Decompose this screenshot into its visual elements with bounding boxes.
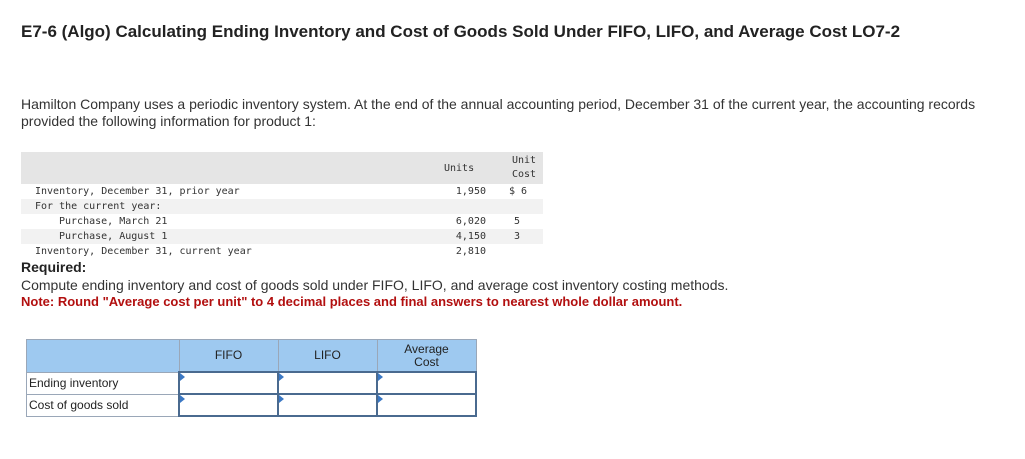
table-row: For the current year: bbox=[21, 199, 543, 214]
required-heading: Required: bbox=[21, 259, 87, 275]
row-units: 4,150 bbox=[455, 231, 486, 242]
required-instruction: Compute ending inventory and cost of goo… bbox=[21, 277, 729, 293]
fifo-cogs-field[interactable] bbox=[180, 395, 277, 415]
lifo-ending-inventory-input[interactable] bbox=[277, 371, 378, 395]
fifo-ending-inventory-field[interactable] bbox=[180, 373, 277, 393]
average-ending-inventory-input[interactable] bbox=[376, 371, 477, 395]
row-label: Inventory, December 31, prior year bbox=[35, 186, 240, 197]
inventory-data-table: Units Unit Cost Inventory, December 31, p… bbox=[21, 152, 543, 259]
row-label: Purchase, August 1 bbox=[59, 231, 168, 242]
row-cost: 5 bbox=[514, 216, 521, 227]
fifo-ending-inventory-input[interactable] bbox=[178, 371, 279, 395]
lifo-ending-inventory-field[interactable] bbox=[279, 373, 376, 393]
page-title: E7-6 (Algo) Calculating Ending Inventory… bbox=[21, 22, 901, 41]
fifo-cogs-input[interactable] bbox=[178, 393, 279, 417]
lifo-cogs-input[interactable] bbox=[277, 393, 378, 417]
lifo-cogs-field[interactable] bbox=[279, 395, 376, 415]
ending-inventory-label: Ending inventory bbox=[26, 371, 180, 395]
table-row: Inventory, December 31, prior year 1,950… bbox=[21, 184, 543, 199]
row-cost: $ 6 bbox=[509, 186, 528, 197]
problem-intro: Hamilton Company uses a periodic invento… bbox=[21, 96, 976, 129]
rounding-note: Note: Round "Average cost per unit" to 4… bbox=[21, 294, 683, 309]
header-corner bbox=[26, 339, 180, 373]
table-row: Inventory, December 31, current year 2,8… bbox=[21, 244, 543, 259]
answer-table: FIFO LIFO Average Cost Ending inventory C… bbox=[26, 339, 477, 417]
fifo-header: FIFO bbox=[178, 339, 279, 373]
lifo-header: LIFO bbox=[277, 339, 378, 373]
row-label: For the current year: bbox=[35, 201, 162, 212]
row-label: Inventory, December 31, current year bbox=[35, 246, 252, 257]
table-row: Cost of goods sold bbox=[26, 393, 477, 417]
row-cost: 3 bbox=[514, 231, 521, 242]
cogs-label: Cost of goods sold bbox=[26, 393, 180, 417]
row-units: 6,020 bbox=[455, 216, 486, 227]
row-label: Purchase, March 21 bbox=[59, 216, 168, 227]
table-row: Ending inventory bbox=[26, 371, 477, 395]
data-table-header: Units Unit Cost bbox=[21, 152, 543, 184]
average-cost-header: Average Cost bbox=[376, 339, 477, 373]
row-units: 1,950 bbox=[455, 186, 486, 197]
unit-cost-header: Unit Cost bbox=[511, 155, 537, 180]
row-units: 2,810 bbox=[455, 246, 486, 257]
units-header: Units bbox=[444, 163, 475, 174]
table-row: Purchase, March 21 6,020 5 bbox=[21, 214, 543, 229]
answer-table-header: FIFO LIFO Average Cost bbox=[26, 339, 477, 373]
average-ending-inventory-field[interactable] bbox=[378, 373, 475, 393]
average-cogs-input[interactable] bbox=[376, 393, 477, 417]
table-row: Purchase, August 1 4,150 3 bbox=[21, 229, 543, 244]
average-cogs-field[interactable] bbox=[378, 395, 475, 415]
